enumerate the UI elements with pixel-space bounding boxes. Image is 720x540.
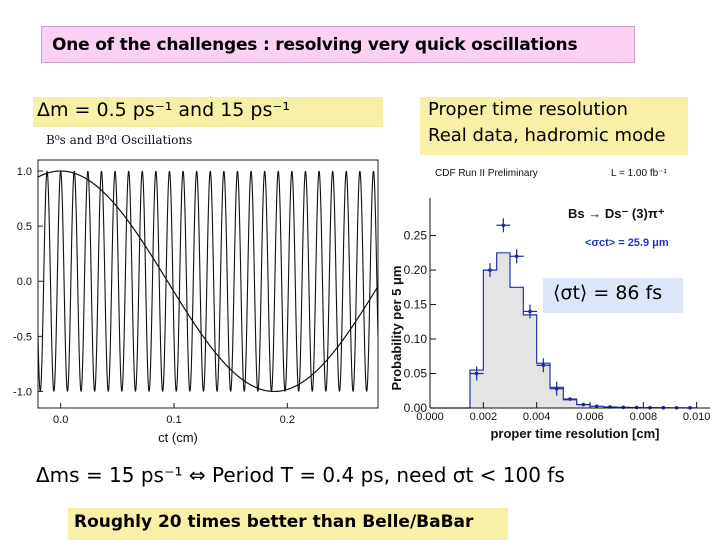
y-tick-label: 0.05 bbox=[404, 367, 428, 381]
data-point bbox=[568, 397, 572, 401]
data-point bbox=[514, 254, 519, 259]
resolution-label-line2: Real data, hadromic mode bbox=[428, 125, 666, 146]
histogram-outline bbox=[430, 252, 590, 409]
x-tick-label: 0.004 bbox=[523, 411, 551, 423]
x-tick-label: 0.010 bbox=[683, 411, 711, 423]
data-point bbox=[581, 402, 586, 407]
resolution-histogram: 0.00 0.05 0.10 0.15 0.20 0.25 0.000 0.002 0.004 0… bbox=[389, 168, 711, 441]
oscillation-plot: 1.0 0.5 0.0 -0.5 -1.0 0.0 0.1 0.2 ct (cm) bbox=[13, 159, 379, 445]
delta-m-label-box: Δm = 0.5 ps⁻¹ and 15 ps⁻¹ bbox=[33, 97, 383, 127]
x-tick-label: 0.1 bbox=[166, 414, 181, 426]
histogram-bar bbox=[550, 387, 564, 408]
y-tick-label: 0.15 bbox=[404, 298, 428, 312]
x-axis-label: ct (cm) bbox=[158, 430, 198, 445]
data-point bbox=[501, 223, 506, 228]
y-tick-label: -0.5 bbox=[13, 331, 32, 343]
histogram-bar bbox=[470, 370, 484, 408]
x-axis-label: proper time resolution [cm] bbox=[490, 426, 659, 441]
mean-resolution-label: <σct> = 25.9 μm bbox=[585, 237, 669, 249]
x-tick-label: 0.2 bbox=[280, 414, 295, 426]
x-tick-label: 0.002 bbox=[470, 411, 498, 423]
fast-oscillation-line bbox=[37, 170, 379, 392]
histogram-title: CDF Run II Preliminary bbox=[435, 168, 538, 179]
resolution-label-line1: Proper time resolution bbox=[428, 99, 628, 120]
y-tick-label: 0.0 bbox=[17, 276, 32, 288]
x-tick-label: 0.0 bbox=[53, 414, 68, 426]
oscillation-plot-title: B⁰s and B⁰d Oscillations bbox=[46, 133, 193, 147]
histogram-bar bbox=[563, 399, 577, 408]
y-tick-label: -1.0 bbox=[13, 386, 32, 398]
bottom-statement-box: Roughly 20 times better than Belle/BaBar bbox=[68, 508, 508, 540]
data-point bbox=[621, 405, 626, 410]
slide-title: One of the challenges : resolving very q… bbox=[52, 35, 578, 55]
luminosity-label: L = 1.00 fb⁻¹ bbox=[611, 168, 667, 179]
x-tick-label: 0.000 bbox=[416, 411, 444, 423]
histogram-bar bbox=[483, 270, 497, 408]
delta-m-label: Δm = 0.5 ps⁻¹ and 15 ps⁻¹ bbox=[37, 99, 291, 121]
y-tick-label: 1.0 bbox=[17, 166, 32, 178]
y-tick-label: 0.25 bbox=[404, 229, 428, 243]
oscillation-plot-frame bbox=[37, 159, 379, 409]
data-point bbox=[541, 363, 546, 368]
data-point bbox=[474, 371, 479, 376]
sigma-label: ⟨σt⟩ = 86 fs bbox=[553, 282, 663, 304]
histogram-bar bbox=[496, 252, 510, 408]
decay-label: Bs → Ds⁻ (3)π⁺ bbox=[568, 206, 665, 221]
data-point bbox=[488, 268, 492, 272]
data-point bbox=[528, 309, 532, 314]
slide-title-banner: One of the challenges : resolving very q… bbox=[41, 26, 635, 63]
histogram-bar bbox=[523, 314, 537, 408]
y-tick-label: 0.00 bbox=[404, 401, 428, 415]
resolution-label-box: Proper time resolution Real data, hadrom… bbox=[420, 97, 688, 155]
data-point bbox=[594, 404, 599, 409]
x-tick-label: 0.008 bbox=[630, 411, 658, 423]
slow-oscillation-line bbox=[37, 170, 379, 393]
y-tick-label: 0.5 bbox=[17, 221, 32, 233]
x-tick-label: 0.006 bbox=[576, 411, 604, 423]
histogram-bar bbox=[510, 287, 524, 408]
period-statement: Δms = 15 ps⁻¹ ⇔ Period T = 0.4 ps, need … bbox=[36, 463, 565, 487]
y-tick-label: 0.20 bbox=[404, 263, 428, 277]
bottom-statement: Roughly 20 times better than Belle/BaBar bbox=[74, 512, 474, 532]
y-tick-label: 0.10 bbox=[404, 332, 428, 346]
y-axis-label: Probability per 5 μm bbox=[389, 266, 404, 391]
histogram-bar bbox=[536, 363, 550, 408]
data-point bbox=[554, 386, 559, 391]
sigma-label-box: ⟨σt⟩ = 86 fs bbox=[543, 278, 683, 313]
